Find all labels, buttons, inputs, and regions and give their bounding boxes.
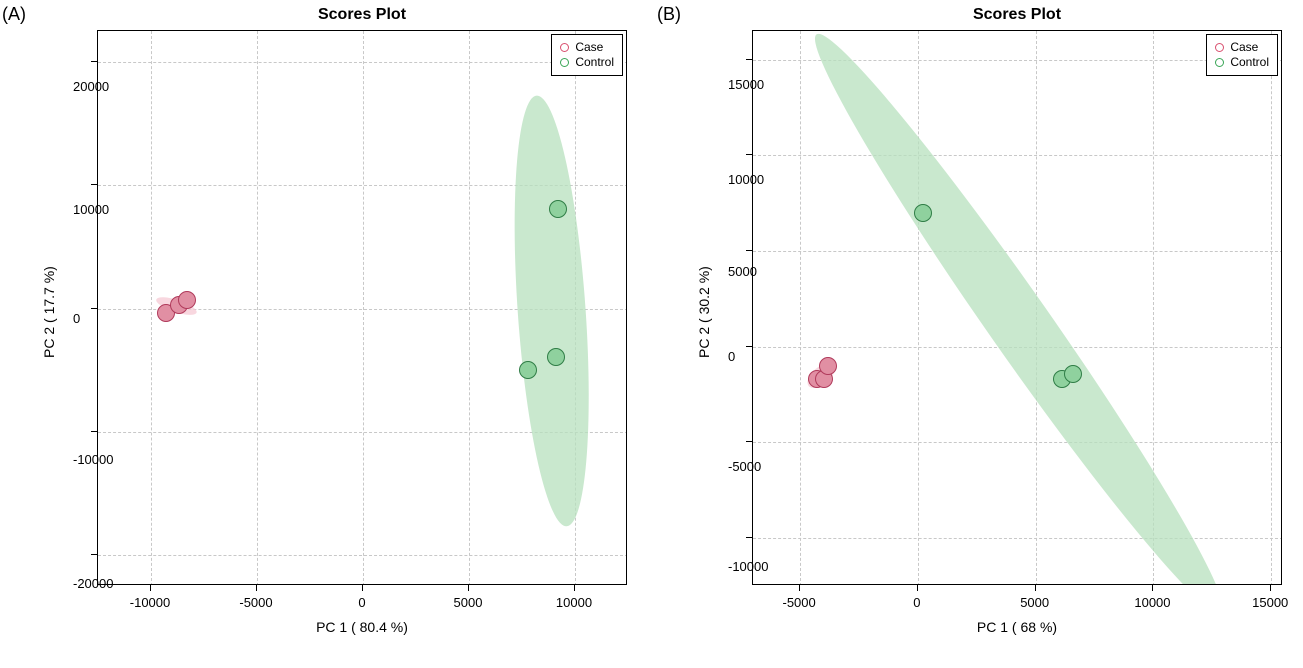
x-tick [1270,585,1271,591]
y-tick-label: -5000 [728,459,761,474]
y-tick [91,431,97,432]
y-tick [746,346,752,347]
x-tick [917,585,918,591]
x-tick [1152,585,1153,591]
y-tick-label: -20000 [73,576,113,591]
y-tick-label: -10000 [728,559,768,574]
data-point [914,204,932,222]
legend-item: Control [1215,55,1269,70]
y-tick-label: 20000 [73,79,109,94]
legend-marker-icon [1215,58,1224,67]
x-tick-label: 5000 [454,595,483,610]
y-tick [746,154,752,155]
legend-label: Case [1230,40,1258,55]
panel-label: (A) [2,4,26,25]
x-axis-label: PC 1 ( 68 %) [752,619,1282,635]
chart-title: Scores Plot [97,6,627,24]
x-tick-label: 5000 [1020,595,1049,610]
legend-marker-icon [1215,43,1224,52]
figure-root: (A) Scores Plot -10000 -5000 0 5000 10000 -2000… [0,0,1303,668]
y-tick-label: 10000 [728,172,764,187]
data-point [178,291,196,309]
chart-title: Scores Plot [752,6,1282,24]
y-tick-label: 15000 [728,77,764,92]
x-axis-label: PC 1 ( 80.4 %) [97,619,627,635]
legend-label: Control [575,55,614,70]
y-tick-label: 0 [728,349,735,364]
legend: CaseControl [1206,34,1278,76]
y-tick [746,537,752,538]
x-tick-label: -10000 [130,595,170,610]
x-tick-label: -5000 [239,595,272,610]
legend-item: Control [560,55,614,70]
y-tick [746,441,752,442]
x-tick [150,585,151,591]
x-tick-label: 0 [358,595,365,610]
legend-label: Control [1230,55,1269,70]
y-tick [746,250,752,251]
y-tick [91,554,97,555]
x-tick-label: 0 [913,595,920,610]
legend-marker-icon [560,58,569,67]
plot-area [752,30,1282,585]
data-point [549,200,567,218]
data-point [547,348,565,366]
legend-label: Case [575,40,603,55]
y-tick [746,59,752,60]
y-tick-label: -10000 [73,452,113,467]
x-tick [468,585,469,591]
y-tick-label: 5000 [728,264,757,279]
x-tick-label: 10000 [1134,595,1170,610]
x-tick [1035,585,1036,591]
panel-b: (B) Scores Plot -5000 0 5000 10000 15000 -10000… [655,0,1303,668]
plot-area [97,30,627,585]
x-tick-label: 15000 [1252,595,1288,610]
panel-a: (A) Scores Plot -10000 -5000 0 5000 10000 -2000… [0,0,651,668]
x-tick [574,585,575,591]
y-axis-label: PC 2 ( 17.7 %) [41,266,57,358]
data-point [519,361,537,379]
x-tick [362,585,363,591]
panel-label: (B) [657,4,681,25]
x-tick-label: 10000 [556,595,592,610]
data-point [819,357,837,375]
x-tick [256,585,257,591]
y-tick-label: 10000 [73,202,109,217]
y-tick [91,61,97,62]
data-point [1064,365,1082,383]
legend-item: Case [560,40,614,55]
x-tick-label: -5000 [782,595,815,610]
y-tick-label: 0 [73,311,80,326]
y-tick [91,308,97,309]
y-axis-label: PC 2 ( 30.2 %) [696,266,712,358]
x-tick [799,585,800,591]
y-tick [91,184,97,185]
legend: CaseControl [551,34,623,76]
confidence-ellipse [753,31,1282,585]
legend-item: Case [1215,40,1269,55]
legend-marker-icon [560,43,569,52]
